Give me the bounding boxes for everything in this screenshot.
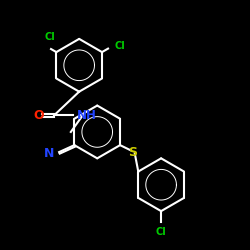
Text: Cl: Cl [115,41,126,51]
Text: Cl: Cl [45,32,56,42]
Text: NH: NH [76,109,96,122]
Text: N: N [44,147,54,160]
Text: Cl: Cl [156,227,166,237]
Text: S: S [128,146,137,158]
Text: O: O [34,109,44,122]
